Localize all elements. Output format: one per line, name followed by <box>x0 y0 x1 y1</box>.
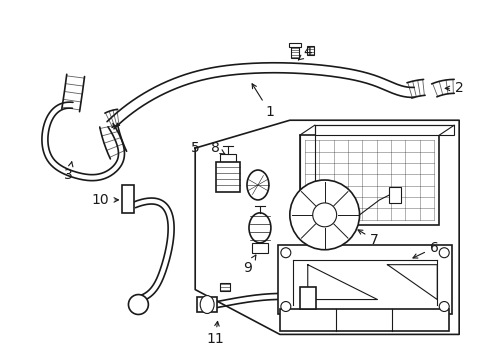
Bar <box>216 162 240 192</box>
Text: 7: 7 <box>357 230 378 247</box>
Bar <box>288 42 300 46</box>
Text: 3: 3 <box>64 162 73 182</box>
Circle shape <box>128 294 148 315</box>
Bar <box>279 310 448 332</box>
Bar <box>388 187 401 203</box>
Bar <box>299 135 438 225</box>
Circle shape <box>280 248 290 258</box>
Text: 1: 1 <box>252 84 274 119</box>
Circle shape <box>280 302 290 311</box>
Bar <box>122 185 134 213</box>
Bar <box>197 297 217 312</box>
Circle shape <box>438 302 448 311</box>
Ellipse shape <box>248 213 270 243</box>
Ellipse shape <box>200 296 214 314</box>
Text: 11: 11 <box>206 321 224 346</box>
Bar <box>251 243 267 253</box>
Bar <box>314 125 453 135</box>
Bar <box>290 46 298 58</box>
Text: 8: 8 <box>210 141 224 155</box>
Text: 2: 2 <box>445 81 463 95</box>
Text: 6: 6 <box>412 241 438 258</box>
Text: 4: 4 <box>298 45 311 60</box>
Text: 5: 5 <box>190 141 199 155</box>
Bar <box>220 283 229 291</box>
Circle shape <box>289 180 359 250</box>
Bar <box>299 287 315 309</box>
Circle shape <box>312 203 336 227</box>
Text: 10: 10 <box>92 193 118 207</box>
Bar <box>220 154 236 162</box>
Circle shape <box>438 248 448 258</box>
Bar <box>306 45 313 55</box>
Ellipse shape <box>246 170 268 200</box>
Bar <box>277 245 451 315</box>
Text: 9: 9 <box>243 255 255 275</box>
